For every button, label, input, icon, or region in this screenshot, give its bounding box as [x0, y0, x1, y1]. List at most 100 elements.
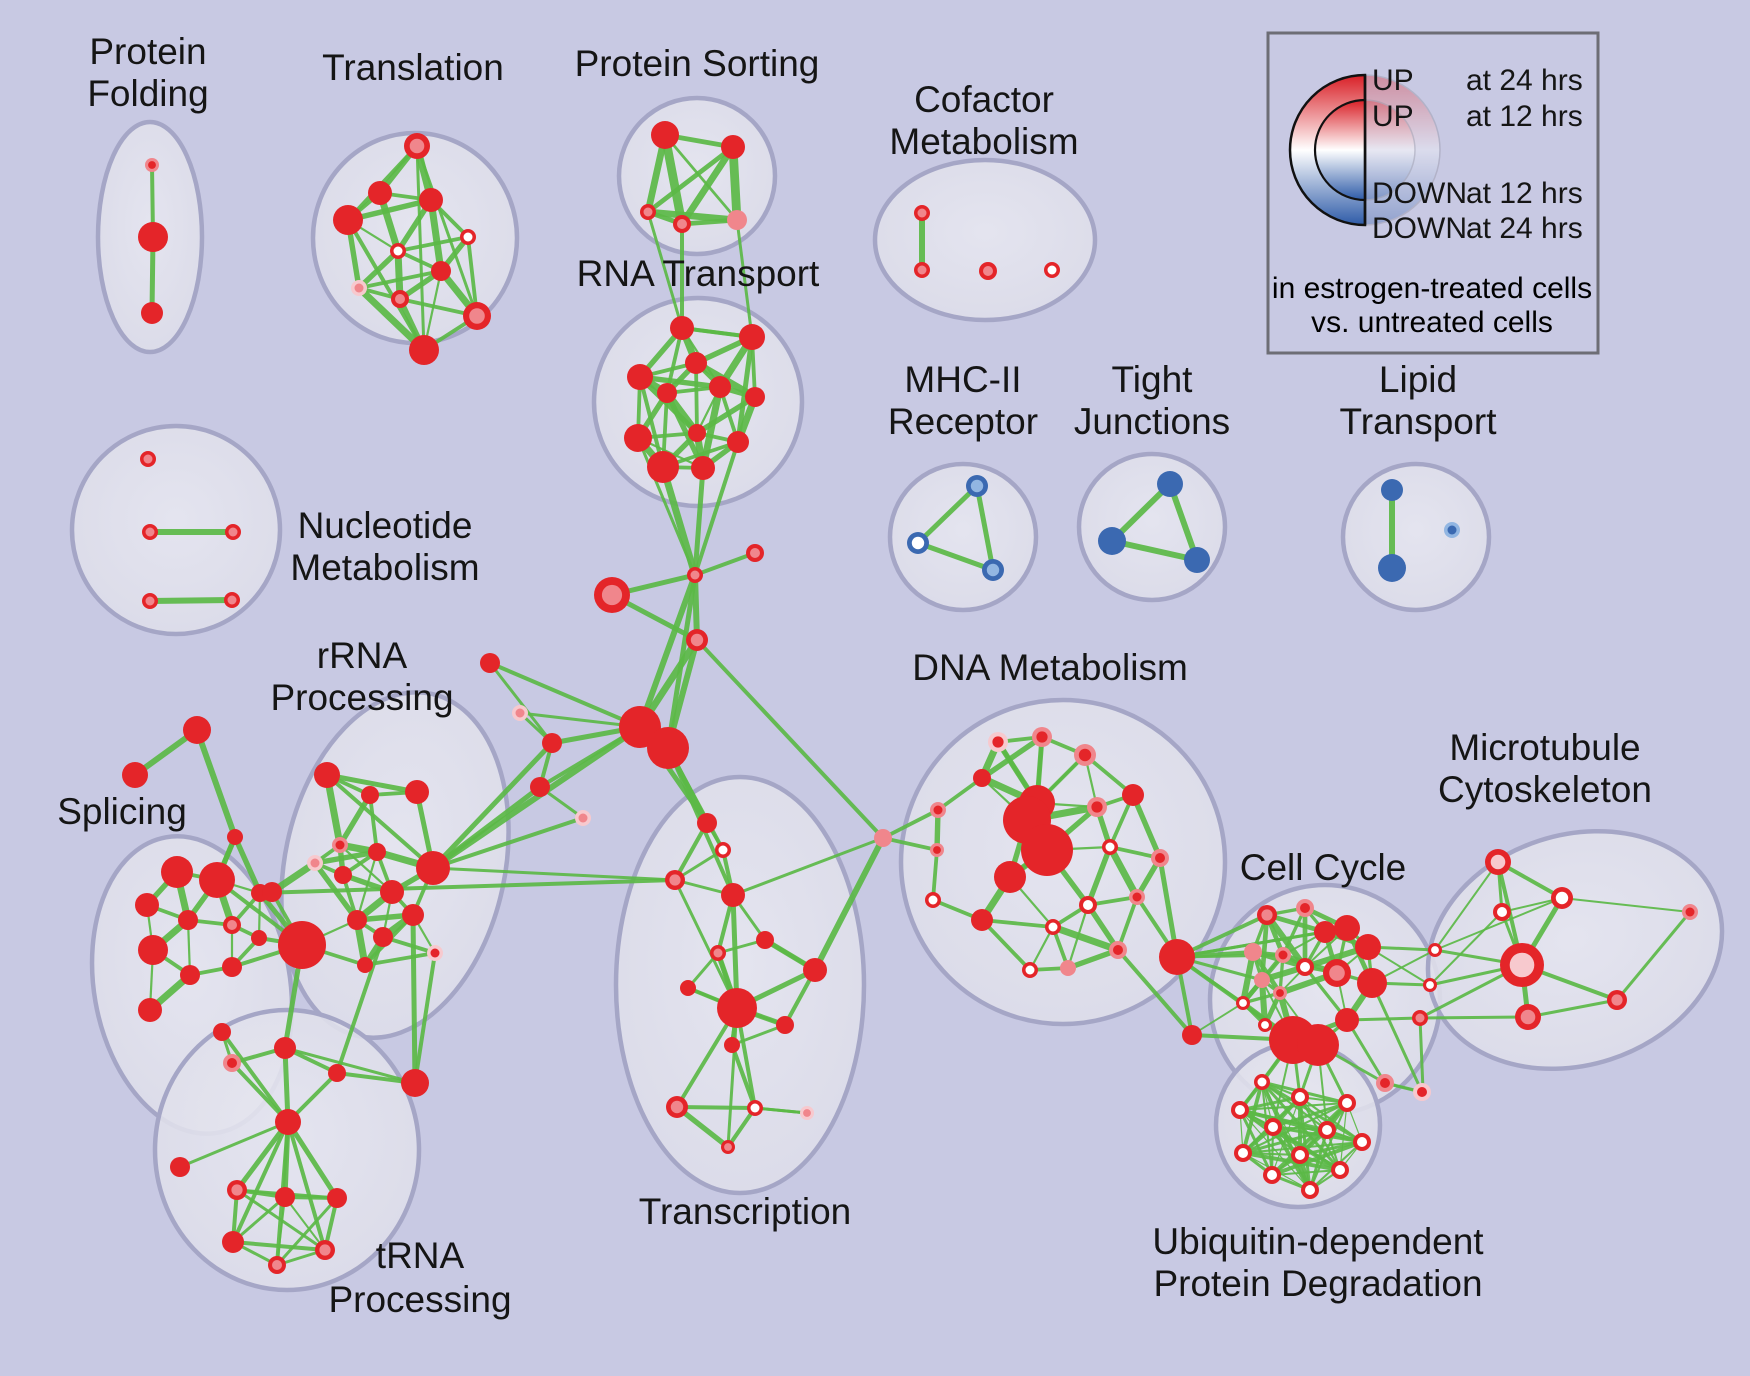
node-splicing-5[interactable] — [135, 893, 159, 917]
node-rrna-processing-1[interactable] — [361, 786, 379, 804]
node-rrna-processing-12[interactable] — [427, 945, 443, 961]
node-dna-metabolism-12[interactable] — [1102, 839, 1118, 855]
node-dna-metabolism-8[interactable] — [1021, 824, 1073, 876]
node-microtubule-cytoskeleton-1[interactable] — [1551, 887, 1573, 909]
node-microtubule-cytoskeleton-3[interactable] — [1500, 943, 1544, 987]
node-transcription-2[interactable] — [665, 870, 685, 890]
node-dna-metabolism-22[interactable] — [1060, 960, 1076, 976]
node-trna-processing-9[interactable] — [222, 1231, 244, 1253]
node-lipid-transport-2[interactable] — [1444, 522, 1460, 538]
node-dna-metabolism-18[interactable] — [1079, 896, 1097, 914]
node-dna-metabolism-9[interactable] — [994, 861, 1026, 893]
node-cell-cycle-10[interactable] — [1254, 972, 1270, 988]
node-splicing-7[interactable] — [223, 916, 241, 934]
node-transcription-14[interactable] — [721, 1140, 735, 1154]
node-transcription-6[interactable] — [680, 980, 696, 996]
node-cell-cycle-18[interactable] — [1413, 1083, 1431, 1101]
node-ubiquitin-degradation-5[interactable] — [1318, 1121, 1336, 1139]
node-cell-cycle-4[interactable] — [1355, 934, 1381, 960]
node-rna-transport-9[interactable] — [727, 431, 749, 453]
node-transcription-7[interactable] — [803, 958, 827, 982]
node-trna-processing-11[interactable] — [268, 1256, 286, 1274]
node-cell-cycle-5[interactable] — [1244, 943, 1262, 961]
node-rna-transport-11[interactable] — [691, 456, 715, 480]
node-dna-metabolism-3[interactable] — [973, 769, 991, 787]
node-translation-6[interactable] — [431, 261, 451, 281]
node-cofactor-metabolism-1[interactable] — [914, 262, 930, 278]
node-protein-sorting-2[interactable] — [640, 204, 656, 220]
node-backbone-2[interactable] — [594, 577, 630, 613]
node-cell-cycle-2[interactable] — [1314, 921, 1336, 943]
node-nucleotide-metabolism-0[interactable] — [140, 451, 156, 467]
node-transcription-4[interactable] — [756, 931, 774, 949]
node-nucleotide-metabolism-4[interactable] — [224, 592, 240, 608]
node-dna-metabolism-5[interactable] — [874, 829, 892, 847]
node-dna-metabolism-11[interactable] — [1122, 784, 1144, 806]
node-cell-cycle-3[interactable] — [1334, 915, 1360, 941]
node-cell-cycle-1[interactable] — [1296, 899, 1314, 917]
node-microtubule-cytoskeleton-9[interactable] — [1682, 904, 1698, 920]
node-rrna-processing-8[interactable] — [402, 904, 424, 926]
node-transcription-9[interactable] — [776, 1016, 794, 1034]
node-translation-0[interactable] — [404, 133, 430, 159]
node-rrna-processing-0[interactable] — [314, 762, 340, 788]
node-trna-processing-0[interactable] — [223, 1054, 241, 1072]
node-splicing-13[interactable] — [138, 998, 162, 1022]
node-trna-processing-7[interactable] — [275, 1187, 295, 1207]
node-ubiquitin-degradation-10[interactable] — [1331, 1161, 1349, 1179]
node-trna-processing-1[interactable] — [274, 1037, 296, 1059]
node-splicing-12[interactable] — [251, 930, 267, 946]
node-cell-cycle-15[interactable] — [1297, 1024, 1339, 1066]
node-ubiquitin-degradation-0[interactable] — [1254, 1074, 1270, 1090]
node-microtubule-cytoskeleton-8[interactable] — [1412, 1010, 1428, 1026]
node-tight-junctions-1[interactable] — [1098, 527, 1126, 555]
node-rna-transport-5[interactable] — [657, 383, 677, 403]
node-trna-processing-5[interactable] — [170, 1157, 190, 1177]
node-ubiquitin-degradation-9[interactable] — [1263, 1166, 1281, 1184]
node-lipid-transport-0[interactable] — [1381, 479, 1403, 501]
node-ubiquitin-degradation-6[interactable] — [1353, 1133, 1371, 1151]
node-dna-metabolism-10[interactable] — [1087, 797, 1107, 817]
node-backbone-3[interactable] — [686, 629, 708, 651]
node-transcription-11[interactable] — [666, 1096, 688, 1118]
node-microtubule-cytoskeleton-4[interactable] — [1515, 1004, 1541, 1030]
node-dna-metabolism-14[interactable] — [930, 843, 944, 857]
node-transcription-0[interactable] — [697, 813, 717, 833]
node-rrna-processing-15[interactable] — [262, 882, 282, 902]
node-splicing-6[interactable] — [178, 910, 198, 930]
node-transcription-12[interactable] — [747, 1100, 763, 1116]
node-dna-metabolism-1[interactable] — [1032, 727, 1052, 747]
node-rna-transport-3[interactable] — [685, 352, 707, 374]
node-cell-cycle-20[interactable] — [1182, 1025, 1202, 1045]
node-transcription-1[interactable] — [715, 842, 731, 858]
node-cell-cycle-11[interactable] — [1273, 986, 1287, 1000]
node-backbone-0[interactable] — [687, 567, 703, 583]
node-protein-folding-1[interactable] — [138, 222, 168, 252]
node-dna-metabolism-15[interactable] — [925, 892, 941, 908]
node-mhc-ii-receptor-2[interactable] — [982, 559, 1004, 581]
node-rna-transport-7[interactable] — [624, 424, 652, 452]
node-trna-processing-4[interactable] — [275, 1109, 301, 1135]
node-rna-transport-8[interactable] — [688, 424, 706, 442]
node-rrna-processing-5[interactable] — [334, 866, 352, 884]
node-ubiquitin-degradation-4[interactable] — [1264, 1118, 1282, 1136]
node-rrna-processing-10[interactable] — [347, 910, 367, 930]
node-ubiquitin-degradation-1[interactable] — [1291, 1088, 1309, 1106]
node-dna-metabolism-4[interactable] — [930, 802, 946, 818]
node-splicing-3[interactable] — [161, 856, 193, 888]
node-cell-cycle-6[interactable] — [1275, 947, 1291, 963]
node-rrna-processing-6[interactable] — [368, 843, 386, 861]
node-splicing-1[interactable] — [122, 762, 148, 788]
node-backbone-1[interactable] — [746, 544, 764, 562]
node-ubiquitin-degradation-2[interactable] — [1338, 1094, 1356, 1112]
node-cell-cycle-16[interactable] — [1335, 1008, 1359, 1032]
node-dna-metabolism-2[interactable] — [1074, 744, 1096, 766]
node-transcription-5[interactable] — [710, 945, 726, 961]
node-rrna-processing-7[interactable] — [380, 880, 404, 904]
node-trna-processing-10[interactable] — [315, 1240, 335, 1260]
node-trna-processing-6[interactable] — [227, 1180, 247, 1200]
node-microtubule-cytoskeleton-0[interactable] — [1485, 849, 1511, 875]
node-ubiquitin-degradation-8[interactable] — [1291, 1146, 1309, 1164]
node-trna-processing-3[interactable] — [401, 1069, 429, 1097]
node-dna-metabolism-20[interactable] — [1109, 941, 1127, 959]
